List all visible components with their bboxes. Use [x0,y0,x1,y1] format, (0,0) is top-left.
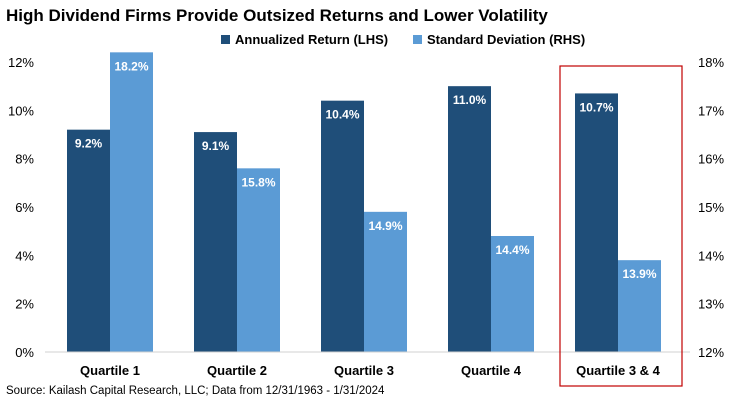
right-axis-tick-label: 14% [698,248,724,263]
data-labels: 9.2% 18.2% 9.1% 15.8% 10.4% 14.9% 11.0% 14.4% 10… [75,59,657,281]
bar-annualized-return [321,100,364,353]
left-axis-tick-label: 10% [8,103,34,118]
left-axis-tick-label: 2% [15,297,34,312]
data-label-standard-deviation: 15.8% [241,175,275,189]
category-labels: Quartile 1 Quartile 2 Quartile 3 Quartile 4… [80,363,661,378]
data-label-standard-deviation: 14.4% [495,243,529,257]
right-axis-tick-label: 12% [698,345,724,360]
bar-annualized-return [67,129,110,352]
right-axis-tick-label: 13% [698,297,724,312]
data-label-annualized-return: 11.0% [453,93,487,107]
bar-annualized-return [448,86,491,353]
legend-swatch-annualized-return [221,35,230,44]
data-label-annualized-return: 10.4% [325,108,359,122]
right-axis: 12% 13% 14% 15% 16% 17% 18% [698,55,724,360]
legend: Annualized Return (LHS) Standard Deviati… [221,32,585,47]
right-axis-tick-label: 18% [698,55,724,70]
data-label-annualized-return: 9.2% [75,137,103,151]
bar-standard-deviation [110,52,153,352]
legend-label-annualized-return: Annualized Return (LHS) [235,32,388,47]
data-label-annualized-return: 9.1% [202,139,230,153]
category-label: Quartile 3 [334,363,394,378]
left-axis-tick-label: 6% [15,200,34,215]
data-label-annualized-return: 10.7% [579,100,613,114]
data-label-standard-deviation: 13.9% [622,267,656,281]
bars [67,52,661,353]
legend-swatch-standard-deviation [413,35,422,44]
right-axis-tick-label: 16% [698,152,724,167]
left-axis-tick-label: 8% [15,152,34,167]
bar-standard-deviation [491,236,534,352]
category-label: Quartile 2 [207,363,267,378]
chart-title: High Dividend Firms Provide Outsized Ret… [6,6,548,25]
bar-standard-deviation [618,260,661,352]
bar-standard-deviation [364,211,407,352]
category-label: Quartile 3 & 4 [576,363,661,378]
highlight-box [559,65,683,387]
left-axis-tick-label: 12% [8,55,34,70]
right-axis-tick-label: 17% [698,103,724,118]
legend-label-standard-deviation: Standard Deviation (RHS) [427,32,585,47]
left-axis-tick-label: 4% [15,248,34,263]
left-axis-tick-label: 0% [15,345,34,360]
left-axis: 0% 2% 4% 6% 8% 10% 12% [8,55,34,360]
category-label: Quartile 1 [80,363,140,378]
data-label-standard-deviation: 18.2% [114,59,148,73]
bar-standard-deviation [237,168,280,352]
data-label-standard-deviation: 14.9% [368,219,402,233]
bar-annualized-return [575,93,618,353]
right-axis-tick-label: 15% [698,200,724,215]
source-note: Source: Kailash Capital Research, LLC; D… [6,385,385,397]
bar-annualized-return [194,132,237,352]
category-label: Quartile 4 [461,363,522,378]
